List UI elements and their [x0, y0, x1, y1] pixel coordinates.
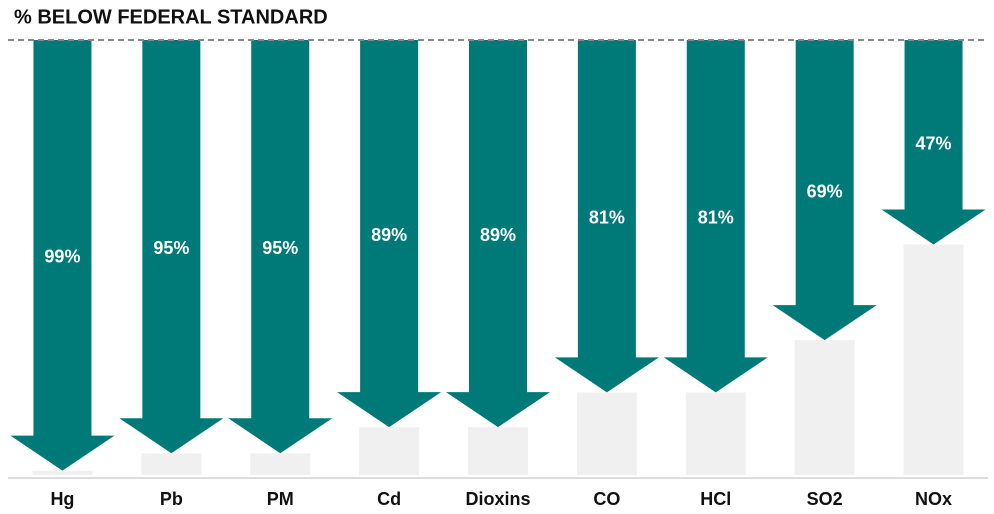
remainder-bar [903, 244, 964, 475]
arrow [337, 40, 442, 428]
remainder-bar [359, 427, 420, 475]
x-tick-label: HCl [700, 489, 731, 509]
chart-title: % BELOW FEDERAL STANDARD [14, 6, 328, 28]
arrow [663, 40, 768, 393]
remainder-bar [32, 470, 93, 475]
x-tick-label: CO [593, 489, 620, 509]
value-label: 89% [371, 225, 407, 245]
arrow [881, 40, 986, 245]
x-tick-label: PM [267, 489, 294, 509]
arrow [119, 40, 224, 454]
remainder-bar [685, 392, 746, 475]
arrow [228, 40, 333, 454]
x-tick-label: SO2 [807, 489, 843, 509]
remainder-bar [141, 453, 202, 475]
x-tick-label: Dioxins [465, 489, 530, 509]
x-tick-label: Pb [160, 489, 183, 509]
arrow [446, 40, 550, 428]
value-label: 99% [44, 247, 80, 267]
remainder-bar [250, 453, 311, 475]
value-label: 47% [916, 133, 952, 153]
arrow [10, 40, 115, 471]
value-label: 95% [262, 238, 298, 258]
remainder-bar [794, 340, 855, 475]
value-label: 81% [589, 207, 625, 227]
arrow [772, 40, 877, 341]
value-label: 89% [480, 225, 516, 245]
value-label: 69% [807, 181, 843, 201]
value-label: 95% [153, 238, 189, 258]
x-tick-label: NOx [915, 489, 952, 509]
x-tick-label: Hg [50, 489, 74, 509]
x-tick-label: Cd [377, 489, 401, 509]
remainder-bar [468, 427, 528, 475]
remainder-bar [576, 392, 637, 475]
arrow [554, 40, 659, 393]
value-label: 81% [698, 207, 734, 227]
